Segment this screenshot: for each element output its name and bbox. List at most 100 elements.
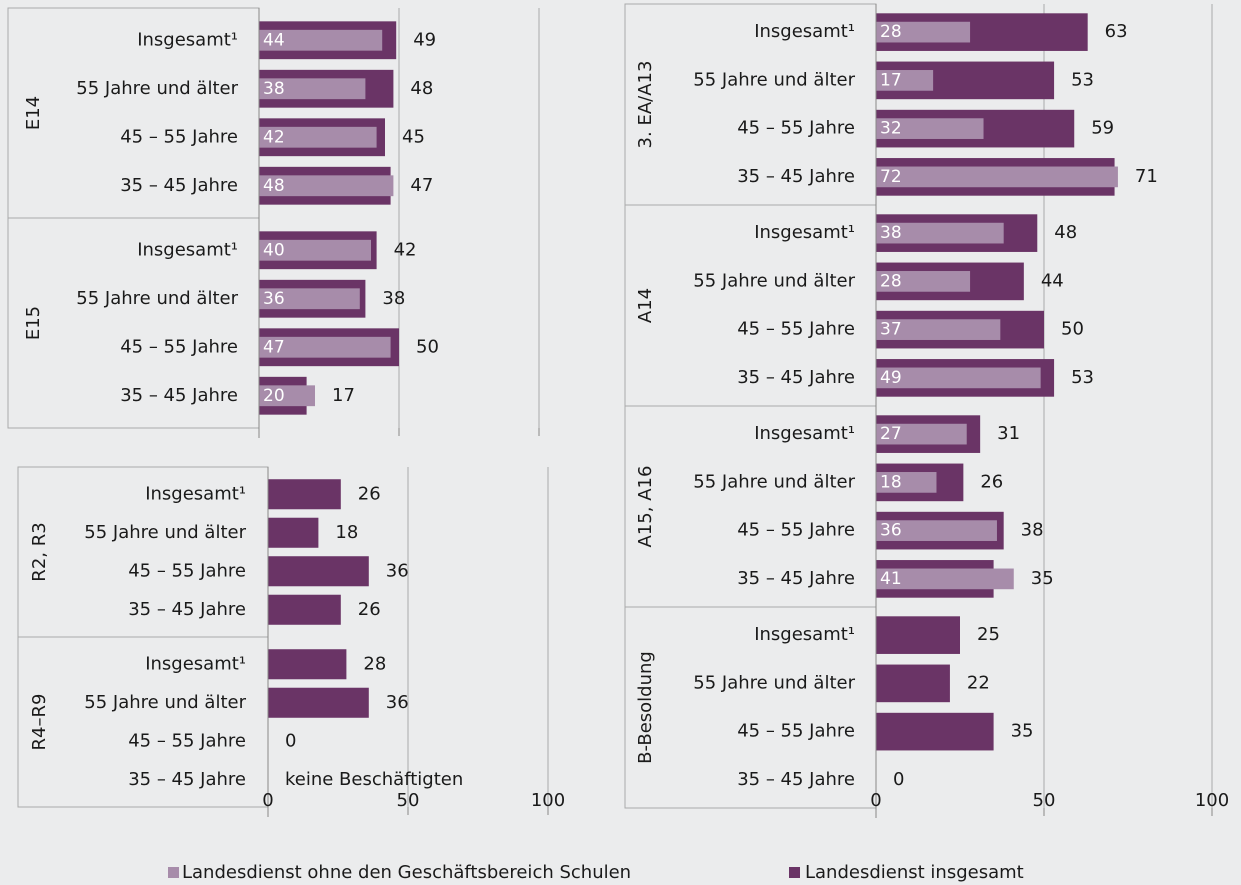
value-label-insgesamt: 26 bbox=[358, 599, 381, 620]
category-label: 35 – 45 Jahre bbox=[128, 769, 246, 790]
value-label-insgesamt: 42 bbox=[394, 239, 417, 260]
x-tick-label: 50 bbox=[397, 790, 420, 811]
category-label: Insgesamt¹ bbox=[754, 21, 855, 42]
value-label-ohne-schulen: 48 bbox=[263, 176, 285, 196]
bar-ohne-schulen bbox=[876, 520, 997, 541]
bar-ohne-schulen bbox=[876, 568, 1014, 590]
category-label: Insgesamt¹ bbox=[137, 239, 238, 260]
group-label-r2-r3: R2, R3 bbox=[29, 522, 50, 581]
value-label-ohne-schulen: 42 bbox=[263, 127, 285, 147]
value-label-insgesamt: 26 bbox=[358, 483, 381, 504]
x-tick-label: 50 bbox=[1033, 790, 1056, 811]
value-label-ohne-schulen: 32 bbox=[880, 119, 902, 139]
group-label-a14: A14 bbox=[635, 288, 656, 323]
category-label: 35 – 45 Jahre bbox=[737, 769, 855, 790]
value-label-insgesamt: 44 bbox=[1041, 270, 1064, 291]
value-label-insgesamt: 35 bbox=[1011, 721, 1034, 742]
bar-ohne-schulen bbox=[876, 319, 1001, 340]
category-label: 45 – 55 Jahre bbox=[128, 560, 246, 581]
value-label-ohne-schulen: 41 bbox=[880, 569, 902, 589]
panel-r-besoldung: R2, R3 Insgesamt¹ 26 55 Jahre und älter 18 45… bbox=[17, 466, 565, 817]
category-label: 55 Jahre und älter bbox=[693, 471, 855, 492]
value-label-ohne-schulen: 49 bbox=[880, 368, 902, 388]
bar-ohne-schulen bbox=[876, 423, 967, 445]
value-label-insgesamt: 36 bbox=[386, 560, 409, 581]
legend-label-1: Landesdienst ohne den Geschäftsbereich S… bbox=[182, 862, 631, 883]
bar-insgesamt bbox=[268, 649, 347, 680]
bar-ohne-schulen bbox=[259, 336, 391, 358]
category-label: 35 – 45 Jahre bbox=[737, 166, 855, 187]
value-label-insgesamt: 36 bbox=[386, 692, 409, 713]
value-label-ohne-schulen: 27 bbox=[880, 424, 902, 444]
bar-ohne-schulen bbox=[259, 385, 315, 407]
value-label-insgesamt: 35 bbox=[1031, 568, 1054, 589]
bar-ohne-schulen bbox=[876, 70, 934, 91]
category-label: Insgesamt¹ bbox=[137, 29, 238, 50]
legend-swatch-1 bbox=[168, 867, 179, 878]
value-label-insgesamt: 47 bbox=[410, 175, 433, 196]
value-label-insgesamt: 26 bbox=[980, 471, 1003, 492]
bar-insgesamt bbox=[268, 687, 369, 718]
value-label-ohne-schulen: 47 bbox=[263, 337, 285, 357]
category-label: 55 Jahre und älter bbox=[84, 522, 246, 543]
value-label-insgesamt: 28 bbox=[363, 653, 386, 674]
group-label-e14: E14 bbox=[23, 96, 44, 130]
value-label-insgesamt: 45 bbox=[402, 126, 425, 147]
value-label-insgesamt: 38 bbox=[382, 288, 405, 309]
category-label: 35 – 45 Jahre bbox=[128, 599, 246, 620]
value-label-ohne-schulen: 72 bbox=[880, 167, 902, 187]
value-label-insgesamt: 71 bbox=[1135, 166, 1158, 187]
value-label-insgesamt: 31 bbox=[997, 423, 1020, 444]
value-label-insgesamt: 18 bbox=[335, 522, 358, 543]
category-label: 55 Jahre und älter bbox=[84, 692, 246, 713]
category-label: 35 – 45 Jahre bbox=[737, 568, 855, 589]
legend-swatch-2 bbox=[789, 867, 800, 878]
value-label-insgesamt: 38 bbox=[1021, 520, 1044, 541]
value-label-insgesamt: 25 bbox=[977, 624, 1000, 645]
group-label-r4-r9: R4–R9 bbox=[29, 694, 50, 751]
category-label: 45 – 55 Jahre bbox=[737, 520, 855, 541]
category-label: 45 – 55 Jahre bbox=[120, 336, 238, 357]
category-label: Insgesamt¹ bbox=[145, 483, 246, 504]
value-label-ohne-schulen: 44 bbox=[263, 30, 285, 50]
value-label-ohne-schulen: 20 bbox=[263, 386, 285, 406]
bar-ohne-schulen bbox=[876, 166, 1118, 188]
value-label-ohne-schulen: 38 bbox=[263, 79, 285, 99]
value-label-insgesamt: 0 bbox=[893, 769, 904, 790]
category-label: 35 – 45 Jahre bbox=[737, 367, 855, 388]
category-label: 55 Jahre und älter bbox=[76, 288, 238, 309]
value-label-insgesamt: 63 bbox=[1105, 21, 1128, 42]
category-label: 35 – 45 Jahre bbox=[120, 175, 238, 196]
value-label-ohne-schulen: 28 bbox=[880, 22, 902, 42]
bar-ohne-schulen bbox=[259, 78, 366, 100]
value-label-ohne-schulen: 18 bbox=[880, 472, 902, 492]
category-label: 45 – 55 Jahre bbox=[128, 730, 246, 751]
bar-insgesamt bbox=[268, 517, 319, 548]
value-label-insgesamt: 48 bbox=[1054, 222, 1077, 243]
category-label: 45 – 55 Jahre bbox=[737, 319, 855, 340]
value-label-ohne-schulen: 28 bbox=[880, 271, 902, 291]
category-label: 55 Jahre und älter bbox=[693, 69, 855, 90]
bar-ohne-schulen bbox=[259, 175, 394, 197]
value-label-insgesamt: 50 bbox=[416, 336, 439, 357]
legend-label-2: Landesdienst insgesamt bbox=[805, 862, 1024, 883]
category-label: 55 Jahre und älter bbox=[76, 78, 238, 99]
bar-insgesamt bbox=[268, 479, 341, 510]
value-label-ohne-schulen: 36 bbox=[263, 289, 285, 309]
bar-insgesamt bbox=[876, 616, 960, 654]
group-label-3-ea-a13: 3. EA/A13 bbox=[635, 61, 656, 149]
value-label-insgesamt: 50 bbox=[1061, 319, 1084, 340]
value-label-insgesamt: keine Beschäftigten bbox=[285, 769, 463, 790]
bar-insgesamt bbox=[268, 556, 369, 587]
category-label: Insgesamt¹ bbox=[754, 624, 855, 645]
bar-ohne-schulen bbox=[259, 29, 383, 51]
value-label-ohne-schulen: 37 bbox=[880, 320, 902, 340]
value-label-insgesamt: 0 bbox=[285, 730, 296, 751]
group-label-a15-a16: A15, A16 bbox=[635, 466, 656, 548]
category-label: 45 – 55 Jahre bbox=[737, 118, 855, 139]
category-label: Insgesamt¹ bbox=[754, 222, 855, 243]
value-label-insgesamt: 53 bbox=[1071, 69, 1094, 90]
category-label: 55 Jahre und älter bbox=[693, 672, 855, 693]
bar-ohne-schulen bbox=[259, 239, 371, 261]
category-label: 45 – 55 Jahre bbox=[737, 721, 855, 742]
